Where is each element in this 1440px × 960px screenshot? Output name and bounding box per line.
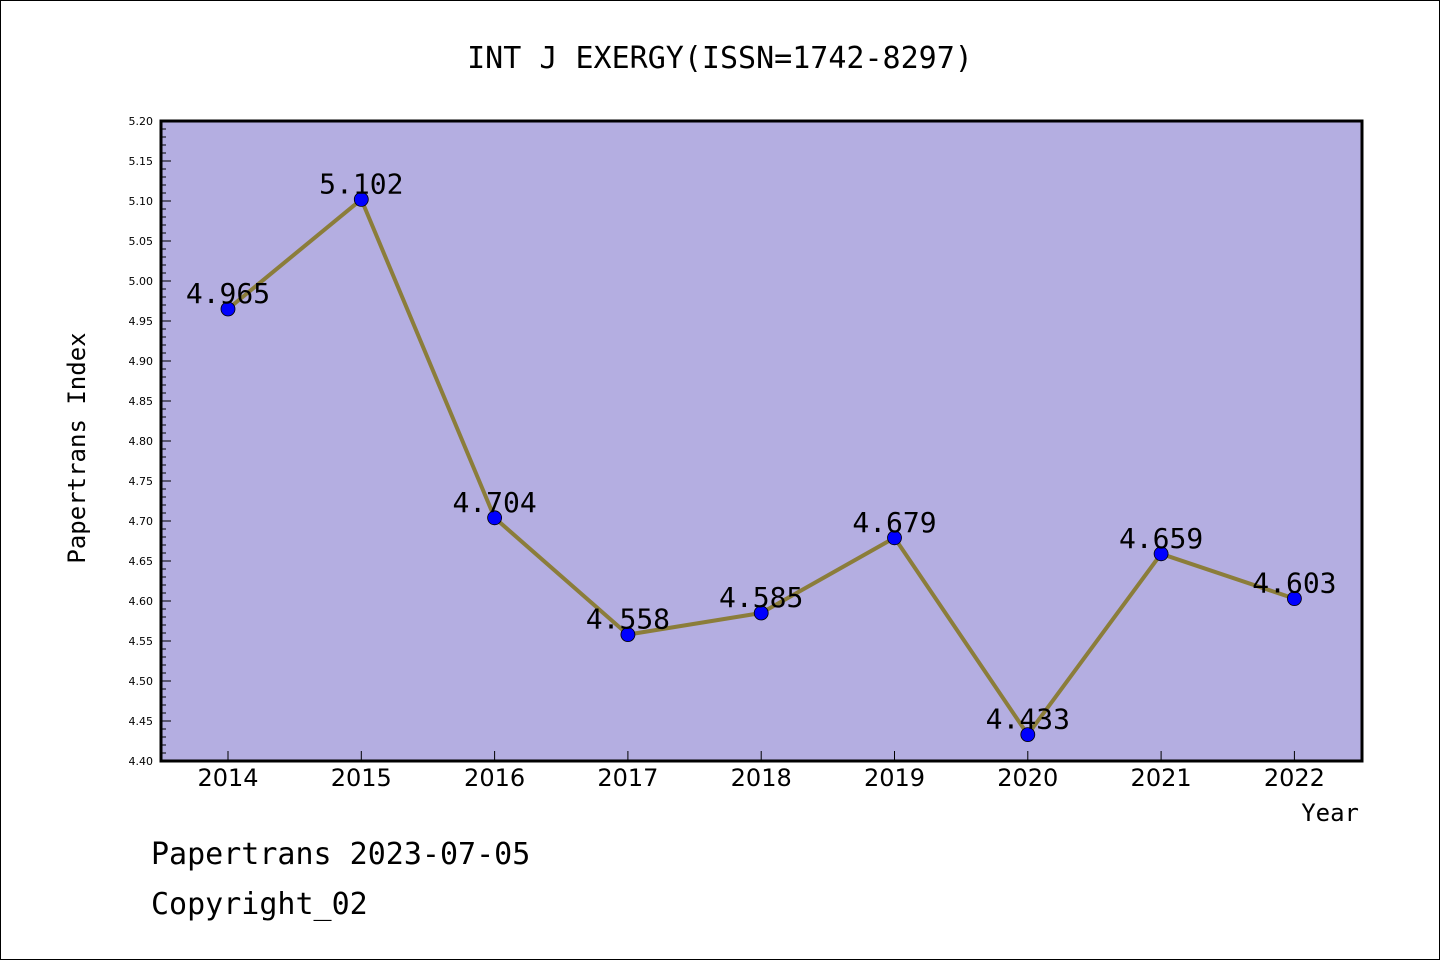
data-point (1153, 546, 1169, 562)
data-point (887, 530, 902, 546)
data-label: 4.965 (186, 277, 270, 310)
x-axis-label: Year (1301, 799, 1359, 827)
x-tick-label: 2015 (331, 764, 392, 792)
x-tick-label: 2021 (1131, 764, 1192, 792)
y-tick-label: 4.40 (129, 755, 154, 768)
x-tick-label: 2020 (997, 764, 1058, 792)
y-tick-label: 4.95 (129, 315, 154, 328)
x-tick-label: 2019 (864, 764, 925, 792)
x-tick-label: 2017 (597, 764, 658, 792)
data-point (1020, 727, 1036, 742)
data-point (220, 301, 236, 317)
y-tick-label: 4.55 (129, 635, 154, 648)
y-tick-label: 4.85 (129, 395, 154, 408)
y-tick-label: 5.20 (129, 115, 154, 128)
data-point (487, 510, 503, 526)
x-tick-label: 2022 (1264, 764, 1325, 792)
chart-title: INT J EXERGY(ISSN=1742-8297) (467, 41, 973, 76)
y-tick-label: 4.80 (129, 435, 154, 448)
data-label: 4.659 (1119, 522, 1203, 555)
data-label: 4.558 (586, 603, 670, 636)
data-point (1287, 591, 1302, 606)
y-tick-label: 5.05 (129, 235, 154, 248)
y-tick-label: 4.70 (129, 515, 154, 528)
data-label: 4.704 (452, 486, 536, 519)
data-label: 4.679 (852, 506, 936, 539)
footer-date-text: Papertrans 2023-07-05 (151, 837, 530, 872)
data-point (353, 191, 369, 207)
y-tick-label: 5.15 (129, 155, 154, 168)
y-tick-label: 4.65 (129, 555, 154, 568)
series-group: 4.965 5.102 4.704 4.558 4.585 4.679 4.433 4.659… (186, 167, 1337, 742)
y-tick-label: 5.10 (129, 195, 154, 208)
y-tick-label: 4.75 (129, 475, 154, 488)
footer-copyright-text: Copyright_02 (151, 887, 368, 922)
y-axis-label: Papertrans Index (63, 332, 91, 563)
data-label: 5.102 (319, 167, 403, 200)
data-point (620, 627, 636, 642)
data-point (753, 605, 769, 621)
x-axis: 2014 2015 2016 2017 2018 2019 2020 2021 2022 (197, 751, 1325, 792)
y-axis: 4.40 4.45 4.50 4.55 4.60 4.65 4.70 4.75 4.80 4.85… (129, 115, 171, 768)
y-tick-label: 4.60 (129, 595, 154, 608)
data-label: 4.585 (719, 581, 803, 614)
data-label: 4.433 (986, 703, 1070, 736)
x-tick-label: 2014 (197, 764, 258, 792)
data-label: 4.603 (1252, 567, 1336, 600)
x-tick-label: 2016 (464, 764, 525, 792)
y-tick-label: 4.90 (129, 355, 154, 368)
y-tick-label: 4.50 (129, 675, 154, 688)
y-tick-label: 4.45 (129, 715, 154, 728)
plot-area (159, 119, 1364, 763)
x-tick-label: 2018 (731, 764, 792, 792)
y-tick-label: 5.00 (129, 275, 154, 288)
